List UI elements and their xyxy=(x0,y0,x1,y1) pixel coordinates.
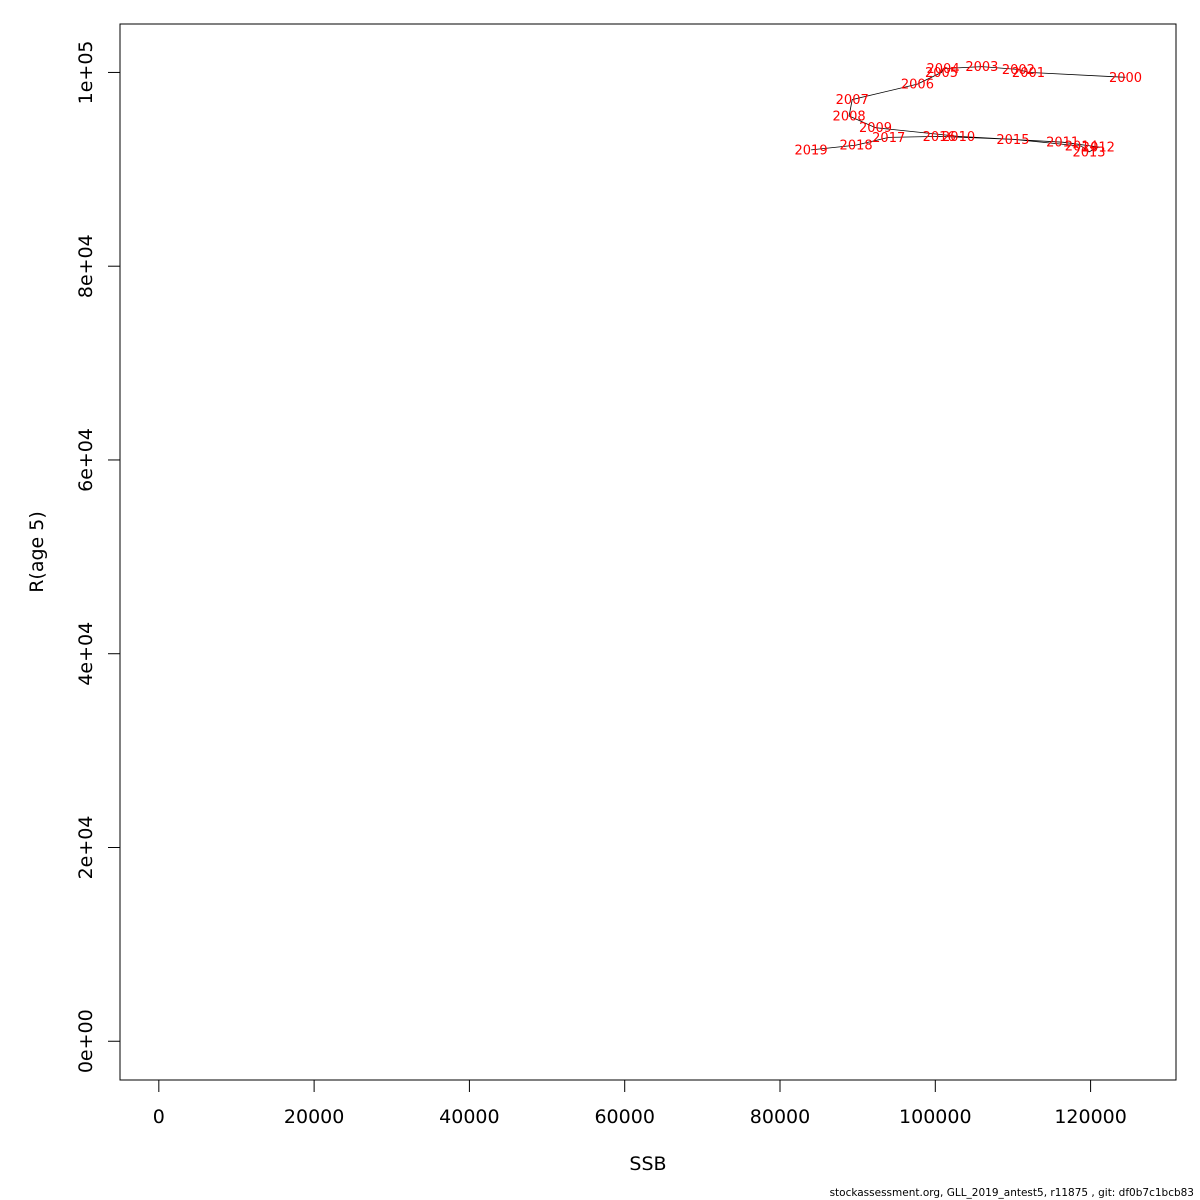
point-label-2005: 2005 xyxy=(925,66,958,81)
point-label-2007: 2007 xyxy=(836,93,869,108)
y-axis-title: R(age 5) xyxy=(26,511,48,593)
x-tick-label: 60000 xyxy=(594,1106,654,1128)
x-axis-title: SSB xyxy=(629,1153,666,1175)
point-label-2014: 2014 xyxy=(1065,140,1098,155)
point-label-2000: 2000 xyxy=(1109,71,1142,86)
y-tick-label: 6e+04 xyxy=(75,428,97,492)
x-tick-label: 20000 xyxy=(284,1106,344,1128)
x-tick-label: 0 xyxy=(153,1106,165,1128)
point-label-2019: 2019 xyxy=(795,143,828,158)
point-label-2011: 2011 xyxy=(1046,136,1079,151)
y-tick-label: 2e+04 xyxy=(75,816,97,880)
x-tick-label: 120000 xyxy=(1054,1106,1127,1128)
point-label-2012: 2012 xyxy=(1082,141,1115,156)
point-label-2001: 2001 xyxy=(1012,66,1045,81)
point-label-2004: 2004 xyxy=(927,62,960,77)
x-tick-label: 100000 xyxy=(899,1106,972,1128)
point-label-2006: 2006 xyxy=(901,78,934,93)
y-tick-label: 4e+04 xyxy=(75,622,97,686)
point-label-2013: 2013 xyxy=(1072,145,1105,160)
y-tick-label: 0e+00 xyxy=(75,1009,97,1073)
point-label-2018: 2018 xyxy=(840,139,873,154)
point-label-2015: 2015 xyxy=(996,133,1029,148)
y-tick-label: 1e+05 xyxy=(75,41,97,105)
point-label-2008: 2008 xyxy=(833,110,866,125)
point-label-2003: 2003 xyxy=(965,60,998,75)
point-label-2009: 2009 xyxy=(859,121,892,136)
series-path-group xyxy=(811,66,1126,153)
footer-credit: stockassessment.org, GLL_2019_antest5, r… xyxy=(829,1187,1194,1199)
plot-frame xyxy=(119,23,1177,1081)
x-tick-label: 80000 xyxy=(750,1106,810,1128)
series-line xyxy=(811,66,1126,153)
x-tick-label: 40000 xyxy=(439,1106,499,1128)
point-label-2016: 2016 xyxy=(923,130,956,145)
point-label-2017: 2017 xyxy=(872,131,905,146)
point-label-2010: 2010 xyxy=(942,130,975,145)
y-axis: 0e+00 2e+04 4e+04 6e+04 8e+04 1e+05 xyxy=(75,41,121,1073)
x-axis: 0 20000 40000 60000 80000 100000 120000 xyxy=(153,1079,1127,1128)
y-tick-label: 8e+04 xyxy=(75,234,97,298)
point-label-2002: 2002 xyxy=(1002,63,1035,78)
